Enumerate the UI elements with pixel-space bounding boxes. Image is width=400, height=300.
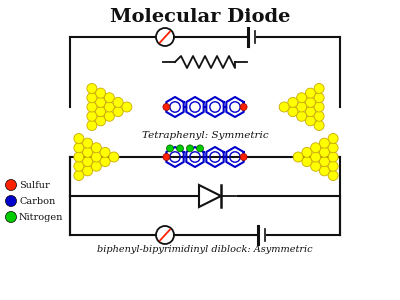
Circle shape: [87, 83, 97, 94]
Text: Nitrogen: Nitrogen: [19, 212, 63, 221]
Circle shape: [176, 145, 184, 152]
Circle shape: [328, 143, 338, 153]
Circle shape: [83, 138, 93, 148]
Circle shape: [83, 157, 93, 166]
Circle shape: [113, 106, 123, 117]
Circle shape: [163, 103, 170, 110]
Circle shape: [297, 111, 307, 121]
Circle shape: [104, 102, 114, 112]
Circle shape: [104, 111, 114, 121]
Polygon shape: [199, 185, 221, 207]
Circle shape: [288, 106, 298, 117]
Circle shape: [302, 147, 312, 158]
Circle shape: [91, 143, 101, 153]
Circle shape: [305, 88, 315, 98]
Circle shape: [319, 147, 329, 158]
Circle shape: [74, 161, 84, 171]
Circle shape: [96, 106, 106, 117]
Circle shape: [240, 103, 247, 110]
Circle shape: [166, 145, 174, 152]
Circle shape: [6, 212, 16, 223]
Circle shape: [314, 111, 324, 121]
Circle shape: [305, 98, 315, 107]
Circle shape: [305, 116, 315, 126]
Text: Molecular Diode: Molecular Diode: [110, 8, 290, 26]
Circle shape: [328, 152, 338, 162]
Text: Carbon: Carbon: [19, 196, 55, 206]
Circle shape: [104, 93, 114, 103]
Circle shape: [87, 93, 97, 103]
Circle shape: [6, 179, 16, 191]
Circle shape: [319, 138, 329, 148]
Circle shape: [328, 161, 338, 171]
Circle shape: [156, 226, 174, 244]
Circle shape: [74, 134, 84, 143]
Circle shape: [311, 152, 321, 162]
Circle shape: [311, 161, 321, 171]
Circle shape: [87, 102, 97, 112]
Circle shape: [293, 152, 303, 162]
Circle shape: [74, 170, 84, 181]
Circle shape: [91, 152, 101, 162]
Circle shape: [100, 147, 110, 158]
Text: Sulfur: Sulfur: [19, 181, 50, 190]
Circle shape: [319, 166, 329, 176]
Circle shape: [83, 147, 93, 158]
Circle shape: [302, 157, 312, 166]
Circle shape: [83, 166, 93, 176]
Circle shape: [297, 102, 307, 112]
Circle shape: [96, 98, 106, 107]
Text: Tetraphenyl: Symmetric: Tetraphenyl: Symmetric: [142, 131, 268, 140]
Circle shape: [91, 161, 101, 171]
Circle shape: [314, 121, 324, 130]
Circle shape: [288, 98, 298, 107]
Circle shape: [311, 143, 321, 153]
Circle shape: [163, 154, 170, 160]
Circle shape: [305, 106, 315, 117]
Circle shape: [314, 102, 324, 112]
Circle shape: [100, 157, 110, 166]
Circle shape: [319, 157, 329, 166]
Circle shape: [122, 102, 132, 112]
Circle shape: [328, 170, 338, 181]
Circle shape: [328, 134, 338, 143]
Circle shape: [314, 93, 324, 103]
Circle shape: [109, 152, 119, 162]
Circle shape: [96, 116, 106, 126]
Circle shape: [156, 28, 174, 46]
Text: biphenyl-bipyrimidinyl diblock: Asymmetric: biphenyl-bipyrimidinyl diblock: Asymmetr…: [97, 245, 313, 254]
Circle shape: [74, 143, 84, 153]
Circle shape: [96, 88, 106, 98]
Circle shape: [186, 145, 194, 152]
Circle shape: [314, 83, 324, 94]
Circle shape: [279, 102, 289, 112]
Circle shape: [6, 196, 16, 206]
Circle shape: [74, 152, 84, 162]
Circle shape: [113, 98, 123, 107]
Circle shape: [87, 111, 97, 121]
Circle shape: [87, 121, 97, 130]
Circle shape: [240, 154, 247, 160]
Circle shape: [297, 93, 307, 103]
Circle shape: [196, 145, 204, 152]
